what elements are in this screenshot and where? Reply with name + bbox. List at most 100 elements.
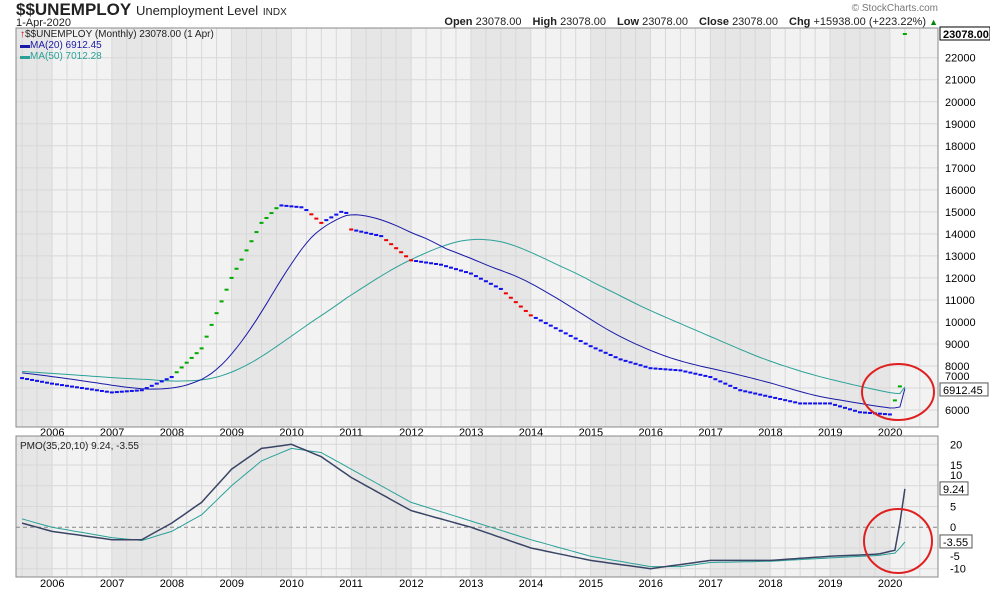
legend-ma50-text: MA(50) 7012.28: [30, 51, 102, 62]
price-point: [254, 231, 259, 234]
price-point: [867, 411, 872, 414]
last-value-label: 23078.00: [943, 29, 989, 41]
y-tick-label: 18000: [945, 141, 976, 153]
price-point: [45, 381, 50, 384]
price-point: [493, 285, 498, 288]
price-point: [309, 213, 314, 216]
price-point: [518, 305, 523, 308]
ma20-value-box: [939, 382, 989, 397]
x-tick-label: 2011: [339, 427, 363, 439]
x-tick-label: 2020: [878, 578, 902, 590]
price-point: [723, 382, 728, 385]
price-point: [149, 384, 154, 387]
panel-border: [15, 27, 939, 428]
last-value-box: [939, 26, 990, 41]
y-tick-label: 12000: [945, 273, 976, 285]
price-point: [658, 367, 663, 370]
chg-value: +15938.00 (+223.22%): [813, 16, 927, 28]
price-point: [703, 374, 708, 377]
y-tick-label: -5: [950, 551, 960, 563]
y-tick-label: 19000: [945, 119, 976, 131]
price-point: [374, 233, 379, 236]
security-name: Unemployment Level: [135, 3, 259, 18]
price-point: [838, 405, 843, 408]
price-point: [568, 334, 573, 337]
price-point: [458, 269, 463, 272]
y-tick-label: 20000: [945, 97, 976, 109]
price-point: [823, 402, 828, 405]
x-tick-label: 2018: [758, 427, 782, 439]
x-tick-label: 2013: [459, 578, 483, 590]
price-point: [478, 277, 483, 280]
price-point: [628, 361, 633, 364]
price-point: [857, 411, 862, 414]
price-point: [314, 217, 319, 220]
price-point: [503, 292, 508, 295]
price-point: [598, 349, 603, 352]
open-label: Open: [444, 16, 473, 28]
price-point: [40, 380, 45, 383]
x-tick-label: 2014: [519, 578, 543, 590]
price-point: [279, 204, 284, 207]
price-point: [788, 400, 793, 403]
price-point: [179, 366, 184, 369]
y-tick-label: 21000: [945, 75, 976, 87]
price-point: [139, 389, 144, 392]
high-label: High: [532, 16, 557, 28]
ma50-line: [22, 238, 906, 395]
price-point: [897, 385, 902, 388]
price-point: [194, 352, 199, 355]
price-point: [25, 378, 30, 381]
pmo-line: [21, 443, 906, 570]
symbol-title: $$UNEMPLOY Unemployment Level INDX: [16, 0, 287, 20]
price-point: [359, 230, 364, 233]
y-tick-label: 16000: [945, 185, 976, 197]
x-tick-label: 2016: [639, 578, 663, 590]
copyright: © StockCharts.com: [851, 3, 938, 14]
legend-pmo: PMO(35,20,10) 9.24, -3.55: [20, 441, 139, 452]
price-point: [633, 362, 638, 365]
price-point: [887, 413, 892, 416]
x-tick-label: 2017: [698, 578, 722, 590]
price-point: [882, 413, 887, 416]
price-point: [294, 205, 299, 208]
price-point: [668, 368, 673, 371]
price-point: [778, 398, 783, 401]
price-point: [483, 280, 488, 283]
price-point: [573, 337, 578, 340]
price-point: [728, 384, 733, 387]
price-point: [449, 266, 453, 269]
price-point: [673, 369, 678, 372]
price-point: [583, 342, 588, 345]
price-point: [84, 387, 89, 390]
price-point: [264, 216, 269, 219]
x-tick-label: 2012: [399, 427, 423, 439]
price-point: [693, 372, 698, 375]
price-point: [79, 387, 84, 390]
y-tick-label: 15: [950, 460, 962, 472]
price-point: [892, 399, 897, 402]
price-point: [553, 327, 558, 330]
low-label: Low: [617, 16, 640, 28]
price-point: [843, 406, 848, 409]
price-point: [588, 345, 593, 348]
price-point: [558, 329, 563, 332]
y-tick-label: 22000: [945, 53, 976, 65]
signal-value-box: [939, 534, 973, 549]
price-point: [813, 402, 818, 405]
price-point: [144, 387, 149, 390]
price-point: [698, 373, 703, 376]
price-point: [848, 408, 852, 411]
x-tick-label: 2014: [519, 427, 543, 439]
x-tick-label: 2010: [279, 578, 303, 590]
price-point: [434, 262, 439, 265]
price-point: [184, 361, 189, 364]
price-point: [424, 261, 429, 264]
price-point: [453, 268, 458, 271]
price-point: [69, 385, 74, 388]
price-point: [618, 358, 623, 361]
x-tick-label: 2006: [40, 427, 64, 439]
pmo-signal-line: [21, 447, 906, 568]
x-tick-label: 2007: [100, 427, 124, 439]
